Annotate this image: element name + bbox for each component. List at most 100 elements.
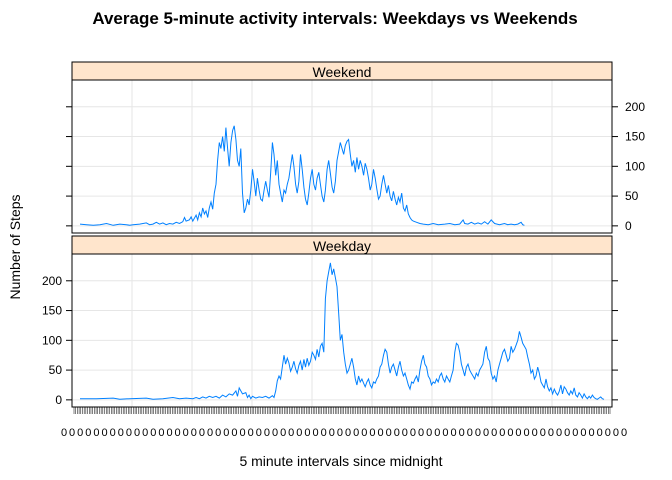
panel-background <box>72 254 612 407</box>
x-tick-label: 0 <box>532 427 538 439</box>
x-tick-label: 0 <box>166 427 172 439</box>
x-tick-label: 0 <box>369 427 375 439</box>
x-tick-label: 0 <box>580 427 586 439</box>
x-tick-label: 0 <box>345 427 351 439</box>
x-tick-label: 0 <box>377 427 383 439</box>
x-tick-label: 0 <box>402 427 408 439</box>
x-tick-label: 0 <box>475 427 481 439</box>
y-tick-label: 0 <box>625 219 632 233</box>
x-tick-label: 0 <box>102 427 108 439</box>
x-tick-label: 0 <box>158 427 164 439</box>
x-tick-label: 0 <box>61 427 67 439</box>
x-tick-label: 0 <box>93 427 99 439</box>
y-tick-label: 50 <box>49 363 63 377</box>
x-axis-label: 5 minute intervals since midnight <box>239 453 442 469</box>
x-tick-label: 0 <box>483 427 489 439</box>
x-tick-label: 0 <box>353 427 359 439</box>
x-tick-label: 0 <box>434 427 440 439</box>
x-tick-label: 0 <box>491 427 497 439</box>
left-ticks-top <box>66 106 72 227</box>
panel-weekday: Weekday 0 50 100 150 200 <box>42 235 618 408</box>
x-tick-label: 0 <box>540 427 546 439</box>
y-tick-label: 200 <box>42 274 62 288</box>
panel-background <box>72 80 612 233</box>
x-tick-label: 0 <box>280 427 286 439</box>
x-tick-label: 0 <box>150 427 156 439</box>
x-tick-label: 0 <box>69 427 75 439</box>
x-tick-label: 0 <box>296 427 302 439</box>
x-tick-label: 0 <box>85 427 91 439</box>
chart-title: Average 5-minute activity intervals: Wee… <box>92 9 577 28</box>
x-tick-label: 0 <box>361 427 367 439</box>
x-tick-label: 0 <box>191 427 197 439</box>
y-axis-label: Number of Steps <box>7 194 23 299</box>
y-tick-label: 100 <box>42 333 62 347</box>
x-tick-label: 0 <box>386 427 392 439</box>
x-tick-label: 0 <box>588 427 594 439</box>
x-tick-label: 0 <box>515 427 521 439</box>
x-tick-label: 0 <box>410 427 416 439</box>
x-tick-label: 0 <box>248 427 254 439</box>
x-tick-label: 0 <box>175 427 181 439</box>
x-tick-label: 0 <box>239 427 245 439</box>
x-tick-label: 0 <box>304 427 310 439</box>
x-tick-label: 0 <box>418 427 424 439</box>
strip-label-weekday: Weekday <box>313 238 371 254</box>
x-tick-label: 0 <box>613 427 619 439</box>
x-tick-label: 0 <box>621 427 627 439</box>
strip-label-weekend: Weekend <box>313 64 372 80</box>
x-tick-label: 0 <box>499 427 505 439</box>
x-tick-label: 0 <box>467 427 473 439</box>
x-tick-label: 0 <box>118 427 124 439</box>
x-tick-label: 0 <box>134 427 140 439</box>
x-tick-label: 0 <box>442 427 448 439</box>
x-tick-label: 0 <box>597 427 603 439</box>
y-tick-label: 50 <box>625 189 639 203</box>
x-tick-label: 0 <box>272 427 278 439</box>
x-tick-label: 0 <box>524 427 530 439</box>
y-tick-label: 0 <box>55 393 62 407</box>
grid-lines <box>72 254 612 407</box>
x-tick-label: 0 <box>394 427 400 439</box>
x-tick-label: 0 <box>548 427 554 439</box>
y-tick-label: 100 <box>625 159 645 173</box>
x-tick-label: 0 <box>451 427 457 439</box>
x-tick-label: 0 <box>207 427 213 439</box>
x-tick-label: 0 <box>77 427 83 439</box>
x-tick-label: 0 <box>313 427 319 439</box>
panel-weekend: Weekend 0 50 100 150 200 <box>66 61 645 234</box>
grid-lines <box>72 80 612 233</box>
panel-border <box>71 61 613 234</box>
y-tick-label: 150 <box>625 130 645 144</box>
x-tick-label: 0 <box>183 427 189 439</box>
x-tick-label: 0 <box>142 427 148 439</box>
x-tick-label: 0 <box>564 427 570 439</box>
x-tick-label: 0 <box>556 427 562 439</box>
x-tick-label: 0 <box>572 427 578 439</box>
x-tick-label: 0 <box>264 427 270 439</box>
x-tick-label: 0 <box>223 427 229 439</box>
x-tick-label: 0 <box>459 427 465 439</box>
x-tick-label: 0 <box>215 427 221 439</box>
x-tick-label: 0 <box>321 427 327 439</box>
x-tick-label: 0 <box>329 427 335 439</box>
x-tick-label: 0 <box>231 427 237 439</box>
x-tick-label: 0 <box>605 427 611 439</box>
x-tick-label: 0 <box>507 427 513 439</box>
y-tick-label: 150 <box>42 304 62 318</box>
x-tick-label: 0 <box>110 427 116 439</box>
x-tick-label: 0 <box>426 427 432 439</box>
right-ticks-bottom <box>612 280 618 401</box>
right-y-axis: 0 50 100 150 200 <box>612 100 645 233</box>
left-y-axis: 0 50 100 150 200 <box>42 274 72 407</box>
y-tick-label: 200 <box>625 100 645 114</box>
series-line-weekend <box>79 125 525 226</box>
x-tick-label: 0 <box>199 427 205 439</box>
series-line-weekday <box>80 262 605 400</box>
x-tick-label: 0 <box>288 427 294 439</box>
x-tick-label: 0 <box>337 427 343 439</box>
x-tick-label: 0 <box>256 427 262 439</box>
x-tick-label: 0 <box>126 427 132 439</box>
